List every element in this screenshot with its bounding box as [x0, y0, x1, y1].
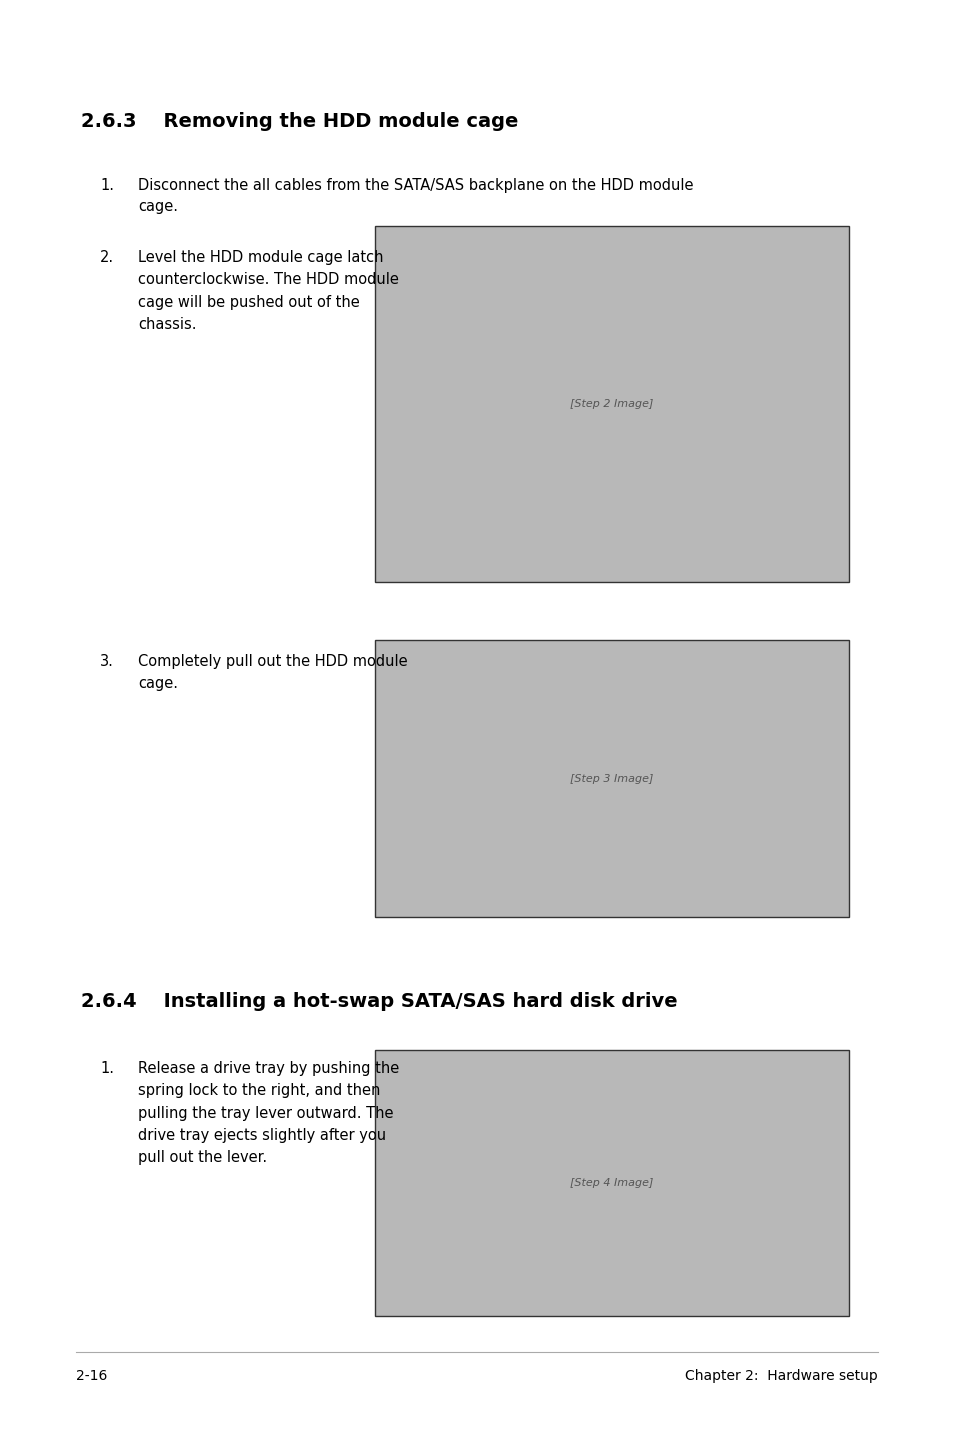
- Text: [Step 3 Image]: [Step 3 Image]: [570, 774, 653, 784]
- Text: 2.6.3    Removing the HDD module cage: 2.6.3 Removing the HDD module cage: [81, 112, 517, 131]
- Text: Completely pull out the HDD module
cage.: Completely pull out the HDD module cage.: [138, 654, 408, 692]
- Bar: [375, 640, 848, 917]
- Bar: [375, 226, 848, 582]
- Text: 2.: 2.: [100, 250, 114, 265]
- Text: 1.: 1.: [100, 178, 114, 193]
- Text: Disconnect the all cables from the SATA/SAS backplane on the HDD module
cage.: Disconnect the all cables from the SATA/…: [138, 178, 693, 214]
- Text: 2-16: 2-16: [76, 1369, 108, 1383]
- Text: [Step 4 Image]: [Step 4 Image]: [570, 1178, 653, 1188]
- Text: Release a drive tray by pushing the
spring lock to the right, and then
pulling t: Release a drive tray by pushing the spri…: [138, 1061, 399, 1165]
- Text: Level the HDD module cage latch
counterclockwise. The HDD module
cage will be pu: Level the HDD module cage latch counterc…: [138, 250, 398, 332]
- Bar: [375, 1050, 848, 1316]
- Text: 1.: 1.: [100, 1061, 114, 1076]
- Text: [Step 2 Image]: [Step 2 Image]: [570, 400, 653, 408]
- Text: 3.: 3.: [100, 654, 114, 669]
- Text: Chapter 2:  Hardware setup: Chapter 2: Hardware setup: [684, 1369, 877, 1383]
- Text: 2.6.4    Installing a hot-swap SATA/SAS hard disk drive: 2.6.4 Installing a hot-swap SATA/SAS har…: [81, 992, 677, 1011]
